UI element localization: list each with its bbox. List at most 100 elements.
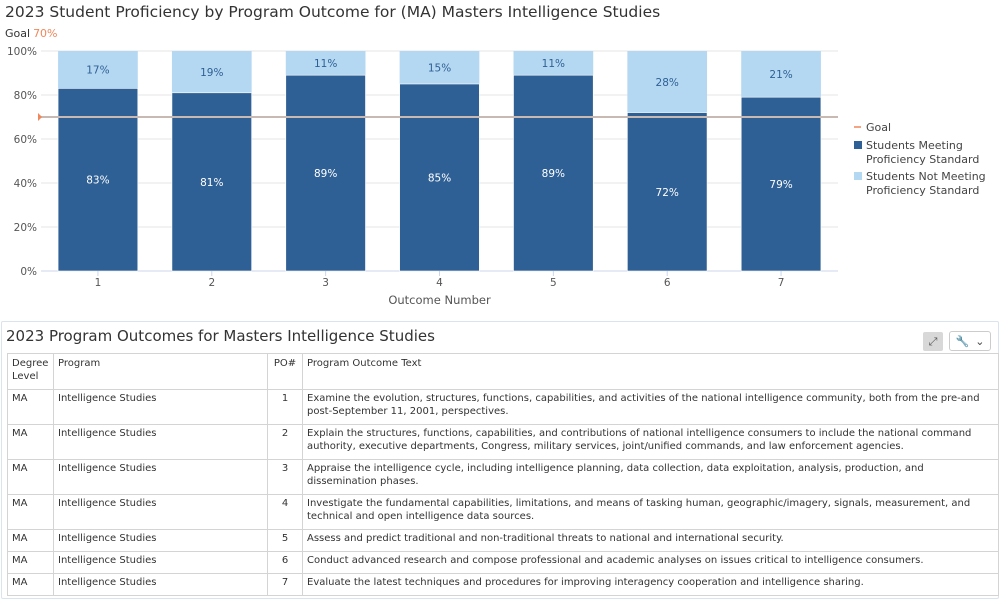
cell-outcome-text: Assess and predict traditional and non-t… bbox=[302, 529, 999, 552]
cell-outcome-text: Explain the structures, functions, capab… bbox=[302, 424, 999, 460]
legend-not-meeting-label: Students Not Meeting Proficiency Standard bbox=[866, 170, 986, 197]
x-tick-label: 7 bbox=[778, 277, 785, 289]
cell-degree-level: MA bbox=[7, 459, 54, 495]
cell-outcome-text: Examine the evolution, structures, funct… bbox=[302, 389, 999, 425]
x-tick-label: 2 bbox=[208, 277, 215, 289]
y-tick-label: 100% bbox=[7, 46, 37, 58]
data-label-not-meeting: 19% bbox=[200, 67, 223, 79]
cell-program: Intelligence Studies bbox=[53, 459, 268, 495]
legend-not-meeting-swatch bbox=[854, 172, 862, 180]
data-label-not-meeting: 17% bbox=[86, 65, 109, 77]
table-title: 2023 Program Outcomes for Masters Intell… bbox=[6, 327, 435, 345]
column-header-outcome-text[interactable]: Program Outcome Text bbox=[302, 353, 999, 390]
cell-po-number: 7 bbox=[267, 573, 303, 596]
x-tick-label: 5 bbox=[550, 277, 557, 289]
expand-button[interactable]: ⤢ bbox=[923, 332, 943, 351]
bar-not-meeting bbox=[399, 51, 480, 84]
goal-marker-icon bbox=[38, 113, 42, 121]
data-label-not-meeting: 28% bbox=[656, 77, 679, 89]
cell-program: Intelligence Studies bbox=[53, 494, 268, 530]
bar-meeting bbox=[513, 74, 594, 272]
data-label-meeting: 85% bbox=[428, 173, 451, 185]
cell-degree-level: MA bbox=[7, 389, 54, 425]
table-row: MA Intelligence Studies 4 Investigate the f… bbox=[7, 494, 999, 530]
x-tick-label: 4 bbox=[436, 277, 443, 289]
data-label-not-meeting: 11% bbox=[314, 58, 337, 70]
bar-not-meeting bbox=[58, 51, 138, 89]
cell-program: Intelligence Studies bbox=[53, 424, 268, 460]
bar-not-meeting bbox=[741, 51, 821, 98]
bar-meeting bbox=[285, 74, 366, 272]
outcomes-table: Degree Level Program PO# Program Outcome… bbox=[7, 353, 999, 596]
y-tick-label: 0% bbox=[20, 266, 37, 278]
bar-meeting bbox=[627, 112, 708, 272]
x-axis-title: Outcome Number bbox=[388, 293, 491, 307]
cell-degree-level: MA bbox=[7, 494, 54, 530]
data-label-meeting: 83% bbox=[86, 175, 109, 187]
table-row: MA Intelligence Studies 1 Examine the evolu… bbox=[7, 389, 999, 425]
cell-degree-level: MA bbox=[7, 551, 54, 574]
legend-meeting-label: Students Meeting Proficiency Standard bbox=[866, 139, 979, 166]
tools-dropdown-button[interactable]: 🔧 ⌄ bbox=[949, 331, 991, 351]
data-label-meeting: 81% bbox=[200, 177, 223, 189]
data-label-meeting: 72% bbox=[656, 187, 679, 199]
bar-meeting bbox=[399, 83, 480, 272]
bar-not-meeting bbox=[171, 51, 252, 93]
column-header-po-number[interactable]: PO# bbox=[267, 353, 303, 390]
data-label-meeting: 89% bbox=[542, 168, 565, 180]
data-label-not-meeting: 11% bbox=[542, 58, 565, 70]
cell-program: Intelligence Studies bbox=[53, 529, 268, 552]
cell-po-number: 2 bbox=[267, 424, 303, 460]
goal-caption-value: 70% bbox=[33, 27, 58, 40]
y-tick-label: 60% bbox=[14, 134, 37, 146]
cell-outcome-text: Evaluate the latest techniques and proce… bbox=[302, 573, 999, 596]
chevron-down-icon: ⌄ bbox=[975, 334, 985, 348]
x-tick-label: 1 bbox=[95, 277, 102, 289]
data-label-meeting: 79% bbox=[769, 179, 792, 191]
wrench-icon: 🔧 bbox=[955, 334, 970, 348]
cell-degree-level: MA bbox=[7, 573, 54, 596]
cell-degree-level: MA bbox=[7, 424, 54, 460]
bar-not-meeting bbox=[513, 51, 594, 76]
y-tick-label: 40% bbox=[14, 178, 37, 190]
table-row: MA Intelligence Studies 5 Assess and predic… bbox=[7, 529, 999, 552]
cell-program: Intelligence Studies bbox=[53, 551, 268, 574]
x-tick-label: 3 bbox=[322, 277, 329, 289]
proficiency-bar-chart: 0% 20% 40% 60% 80% 100% 17% 83% 1 19% 81% 2 11% 89% 3 1… bbox=[7, 46, 986, 307]
y-tick-label: 20% bbox=[14, 222, 37, 234]
expand-icon: ⤢ bbox=[928, 335, 938, 348]
column-header-program[interactable]: Program bbox=[53, 353, 268, 390]
cell-po-number: 1 bbox=[267, 389, 303, 425]
bar-meeting bbox=[171, 92, 252, 272]
cell-program: Intelligence Studies bbox=[53, 573, 268, 596]
cell-outcome-text: Investigate the fundamental capabilities… bbox=[302, 494, 999, 530]
goal-caption-label: Goal bbox=[5, 27, 31, 40]
goal-caption: Goal 70% bbox=[5, 27, 58, 40]
table-row: MA Intelligence Studies 2 Explain the struc… bbox=[7, 424, 999, 460]
data-label-meeting: 89% bbox=[314, 168, 337, 180]
cell-degree-level: MA bbox=[7, 529, 54, 552]
table-header-row: Degree Level Program PO# Program Outcome… bbox=[7, 353, 999, 390]
chart-title: 2023 Student Proficiency by Program Outc… bbox=[5, 3, 661, 21]
cell-po-number: 6 bbox=[267, 551, 303, 574]
bar-not-meeting bbox=[627, 51, 708, 113]
cell-po-number: 5 bbox=[267, 529, 303, 552]
data-label-not-meeting: 15% bbox=[428, 63, 451, 75]
table-row: MA Intelligence Studies 6 Conduct advanced … bbox=[7, 551, 999, 574]
legend-meeting-swatch bbox=[854, 141, 862, 149]
outcomes-table-panel: 2023 Program Outcomes for Masters Intell… bbox=[1, 321, 999, 599]
column-header-degree-level[interactable]: Degree Level bbox=[7, 353, 54, 390]
cell-outcome-text: Appraise the intelligence cycle, includi… bbox=[302, 459, 999, 495]
bar-not-meeting bbox=[285, 51, 366, 76]
cell-program: Intelligence Studies bbox=[53, 389, 268, 425]
cell-outcome-text: Conduct advanced research and compose pr… bbox=[302, 551, 999, 574]
x-tick-label: 6 bbox=[664, 277, 671, 289]
y-tick-label: 80% bbox=[14, 90, 37, 102]
bar-meeting bbox=[57, 88, 139, 272]
legend-goal-label: Goal bbox=[866, 121, 891, 134]
bar-meeting bbox=[740, 96, 822, 272]
table-row: MA Intelligence Studies 7 Evaluate the late… bbox=[7, 573, 999, 596]
table-row: MA Intelligence Studies 3 Appraise the inte… bbox=[7, 459, 999, 495]
cell-po-number: 4 bbox=[267, 494, 303, 530]
cell-po-number: 3 bbox=[267, 459, 303, 495]
